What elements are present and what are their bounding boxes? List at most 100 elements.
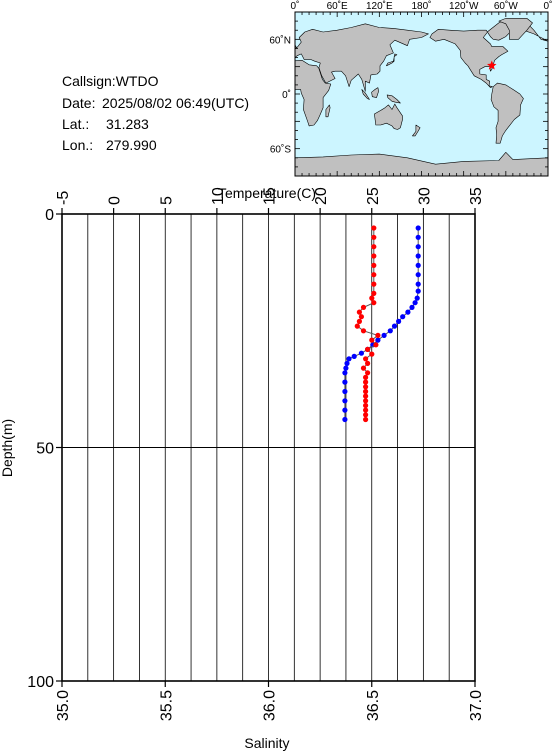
date-line: Date: 2025/08/02 06:49(UTC): [62, 95, 249, 111]
temperature-point: [344, 360, 350, 366]
salinity-point: [371, 234, 377, 240]
lat-label: Lat.:: [62, 116, 90, 132]
y-axis-tick-label: 50: [36, 441, 54, 458]
salinity-point: [365, 370, 371, 376]
bottom-axis-tick-label: 35.5: [158, 690, 175, 721]
salinity-point: [363, 402, 369, 409]
date-label: Date:: [62, 95, 96, 111]
salinity-point: [356, 318, 362, 324]
salinity-point: [371, 300, 377, 306]
temperature-point: [351, 353, 357, 359]
temperature-point: [405, 309, 411, 315]
top-axis-tick-label: 5: [158, 196, 175, 205]
bottom-axis-tick-label: 35.0: [55, 690, 72, 721]
temperature-point: [415, 288, 421, 294]
temperature-point: [375, 337, 381, 343]
land-sumatra: [361, 89, 370, 100]
salinity-point: [360, 365, 367, 371]
temperature-point: [391, 323, 398, 329]
temperature-point: [342, 398, 348, 404]
y-axis-title: Depth(m): [0, 419, 15, 477]
salinity-point: [373, 342, 379, 348]
temperature-point: [342, 388, 348, 395]
lon-value: 279.990: [106, 137, 157, 153]
temperature-point: [358, 350, 364, 356]
bottom-axis-title: Salinity: [244, 735, 289, 751]
salinity-point: [363, 374, 369, 380]
map-lon-label: 180˚: [411, 0, 431, 12]
temperature-point: [415, 253, 421, 259]
land-europe-asia: [295, 23, 429, 92]
temperature-point: [415, 262, 421, 268]
station-marker: [487, 60, 497, 70]
temperature-point: [400, 314, 406, 320]
salinity-point: [363, 407, 369, 413]
map-lon-label: 120˚W: [449, 0, 479, 12]
lon-label: Lon.:: [62, 137, 94, 153]
salinity-point: [369, 351, 375, 357]
land-borneo: [371, 87, 379, 98]
salinity-point: [363, 379, 369, 385]
chart-grid: [62, 214, 475, 681]
temperature-point: [415, 234, 421, 240]
salinity-point: [360, 328, 367, 334]
land-new-guinea: [386, 94, 401, 104]
temperature-point: [370, 342, 376, 348]
temperature-point: [415, 281, 421, 287]
salinity-point: [371, 281, 377, 287]
temperature-point: [396, 318, 402, 324]
world-map: 0˚ 60˚E 120˚E 180˚ 120˚W 60˚W 0˚ 60˚N 0˚ 60˚S: [269, 0, 552, 177]
y-axis-tick-label: 0: [45, 207, 54, 224]
salinity-point: [363, 393, 369, 399]
land-australia: [374, 103, 403, 130]
land-north-america: [429, 19, 548, 88]
lat-line: Lat.: 31.283: [62, 116, 149, 132]
temperature-line: [344, 228, 419, 420]
salinity-point: [369, 295, 375, 301]
chart-frame: [61, 213, 476, 682]
land-africa: [295, 60, 332, 127]
map-lon-label: 0˚: [544, 0, 553, 12]
salinity-point: [356, 309, 362, 315]
temperature-point: [342, 370, 348, 376]
land-south-america: [490, 82, 524, 144]
salinity-point: [371, 225, 377, 231]
salinity-point: [358, 314, 364, 320]
map-lat-label: 60˚S: [270, 144, 291, 156]
lat-value: 31.283: [106, 116, 149, 132]
salinity-point: [363, 384, 369, 390]
map-lon-label: 60˚E: [327, 0, 348, 12]
land-antarctica: [295, 152, 548, 176]
salinity-point: [363, 398, 369, 404]
map-land: [295, 18, 548, 176]
map-lon-label: 60˚W: [494, 0, 518, 12]
salinity-point: [363, 356, 369, 362]
land-japan: [386, 53, 398, 67]
temperature-point: [342, 416, 348, 423]
temperature-point: [381, 332, 387, 338]
bottom-axis-tick-label: 36.0: [262, 690, 279, 721]
temperature-point: [415, 272, 421, 278]
salinity-point: [371, 272, 377, 278]
land-new-zealand: [412, 124, 421, 137]
map-lat-label: 60˚N: [269, 34, 291, 46]
callsign-value: WTDO: [115, 73, 159, 89]
plot-border: [61, 213, 476, 682]
callsign-label: Callsign:: [62, 73, 116, 89]
top-axis-tick-label: 0: [107, 196, 124, 205]
map-lat-label: 0˚: [282, 89, 291, 101]
temperature-point: [365, 346, 371, 352]
salinity-point: [363, 416, 369, 423]
salinity-point: [371, 244, 377, 250]
salinity-point: [371, 262, 377, 268]
temperature-point: [343, 365, 349, 371]
salinity-point: [369, 337, 375, 343]
date-value: 2025/08/02 06:49(UTC): [102, 95, 250, 111]
map-labels: 0˚ 60˚E 120˚E 180˚ 120˚W 60˚W 0˚ 60˚N 0˚ 60˚S: [269, 0, 552, 156]
temperature-point: [342, 407, 348, 413]
station-star: [487, 60, 497, 70]
temperature-point: [387, 328, 393, 334]
temperature-point: [342, 379, 348, 385]
